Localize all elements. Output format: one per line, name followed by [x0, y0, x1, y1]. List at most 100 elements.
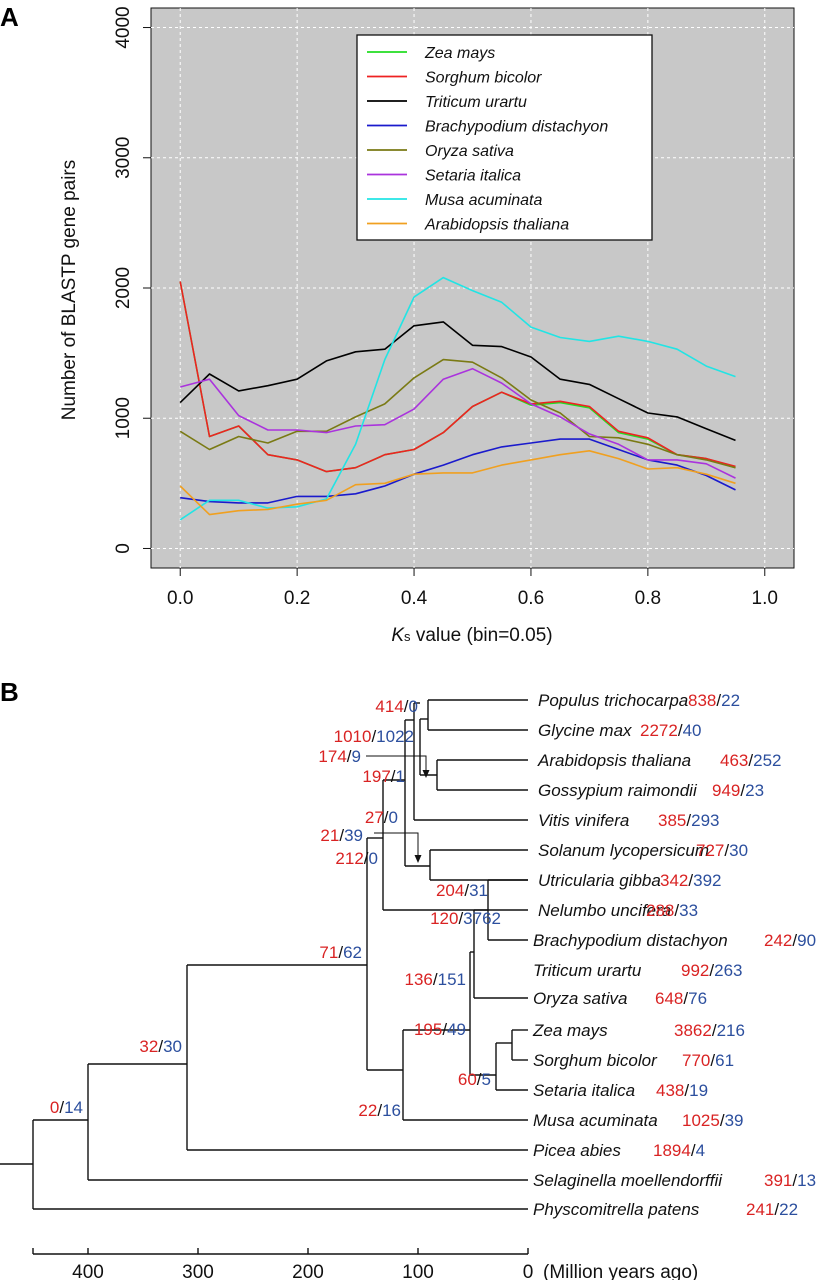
species-counts: 438/19	[656, 1081, 708, 1100]
node-label: 0/14	[50, 1098, 83, 1117]
y-tick-label: 0	[113, 543, 134, 554]
count-blue: 33	[679, 901, 698, 920]
time-tick-label: 0	[523, 1262, 534, 1280]
legend-label: Oryza sativa	[425, 143, 514, 160]
count-red: 1025	[682, 1111, 720, 1130]
node-count-red: 136	[405, 970, 433, 989]
count-blue: 392	[693, 871, 721, 890]
count-slash: /	[740, 781, 745, 800]
node-count-blue: 0	[389, 808, 398, 827]
species-counts: 727/30	[696, 841, 748, 860]
species-name: Populus trichocarpa	[538, 691, 688, 710]
legend-label: Triticum urartu	[425, 94, 527, 111]
legend-label: Zea mays	[424, 45, 495, 62]
node-label: 32/30	[139, 1037, 182, 1056]
count-red: 838	[688, 691, 716, 710]
count-slash: /	[686, 811, 691, 830]
time-tick-label: 100	[402, 1262, 434, 1280]
node-count-blue: 3762	[463, 909, 501, 928]
count-red: 242	[764, 931, 792, 950]
phylogenetic-tree	[0, 699, 528, 1210]
node-count-red: 414	[375, 697, 403, 716]
node-label: 195/49	[414, 1020, 466, 1039]
node-label: 22/16	[358, 1101, 401, 1120]
pointer-line	[374, 832, 419, 860]
count-slash: /	[792, 931, 797, 950]
species-counts: 838/22	[688, 691, 740, 710]
species-name: Brachypodium distachyon	[533, 931, 728, 950]
node-count-blue: 5	[482, 1070, 491, 1089]
node-label: 60/5	[458, 1070, 491, 1089]
grid-lines	[151, 8, 794, 568]
node-count-red: 212	[335, 849, 363, 868]
node-count-slash: /	[433, 970, 438, 989]
count-blue: 19	[689, 1081, 708, 1100]
count-slash: /	[792, 1171, 797, 1190]
species-counts: 241/22	[746, 1200, 798, 1219]
count-slash: /	[709, 961, 714, 980]
count-blue: 23	[745, 781, 764, 800]
node-labels: 414/01010/1022174/9197/127/021/39212/020…	[50, 697, 501, 1120]
series-line-7	[179, 449, 736, 516]
node-count-red: 60	[458, 1070, 477, 1089]
count-blue: 61	[715, 1051, 734, 1070]
species-counts: 391/13	[764, 1171, 816, 1190]
count-blue: 90	[797, 931, 816, 950]
time-axis	[32, 1248, 529, 1255]
y-axis: 0 1000 2000 3000 4000	[113, 6, 151, 554]
species-name: Selaginella moellendorffii	[533, 1171, 723, 1190]
species-name: Gossypium raimondii	[538, 781, 698, 800]
arrow-head	[422, 770, 430, 778]
legend-label: Musa acuminata	[425, 192, 542, 209]
species-counts: 648/76	[655, 989, 707, 1008]
x-tick-label: 0.4	[401, 588, 428, 609]
species-name: Vitis vinifera	[538, 811, 629, 830]
count-slash: /	[678, 721, 683, 740]
count-red: 770	[682, 1051, 710, 1070]
node-count-slash: /	[404, 697, 409, 716]
count-red: 342	[660, 871, 688, 890]
count-blue: 293	[691, 811, 719, 830]
species-counts: 3862/216	[674, 1021, 745, 1040]
node-count-red: 71	[319, 943, 338, 962]
node-count-blue: 0	[369, 849, 378, 868]
node-count-blue: 14	[64, 1098, 83, 1117]
count-red: 992	[681, 961, 709, 980]
count-blue: 4	[696, 1141, 705, 1160]
species-name: Utricularia gibba	[538, 871, 661, 890]
species-name: Glycine max	[538, 721, 632, 740]
series-lines	[179, 276, 736, 521]
species-counts: 342/392	[660, 871, 721, 890]
count-slash: /	[710, 1051, 715, 1070]
series-line-1	[179, 281, 736, 473]
node-label: 136/151	[405, 970, 466, 989]
y-axis-label: Number of BLASTP gene pairs	[59, 160, 80, 421]
species-name: Nelumbo uncifera	[538, 901, 671, 920]
species-name: Musa acuminata	[533, 1111, 658, 1130]
time-tick-label: 200	[292, 1262, 324, 1280]
count-blue: 22	[721, 691, 740, 710]
count-blue: 39	[725, 1111, 744, 1130]
x-tick-label: 0.0	[167, 588, 193, 609]
species-name: Zea mays	[532, 1021, 608, 1040]
species-counts: 949/23	[712, 781, 764, 800]
legend-label: Brachypodium distachyon	[425, 119, 608, 136]
node-count-red: 32	[139, 1037, 158, 1056]
node-count-red: 197	[362, 767, 390, 786]
series-line-2	[179, 321, 736, 442]
node-label: 174/9	[318, 747, 361, 766]
count-red: 648	[655, 989, 683, 1008]
node-label: 212/0	[335, 849, 378, 868]
species-name: Setaria italica	[533, 1081, 635, 1100]
species-name: Picea abies	[533, 1141, 621, 1160]
species-name: Arabidopsis thaliana	[537, 751, 691, 770]
x-tick-label: 1.0	[752, 588, 778, 609]
species-name: Physcomitrella patens	[533, 1200, 700, 1219]
node-count-blue: 1	[396, 767, 405, 786]
count-blue: 252	[753, 751, 781, 770]
count-blue: 30	[729, 841, 748, 860]
node-count-slash: /	[364, 849, 369, 868]
count-blue: 263	[714, 961, 742, 980]
